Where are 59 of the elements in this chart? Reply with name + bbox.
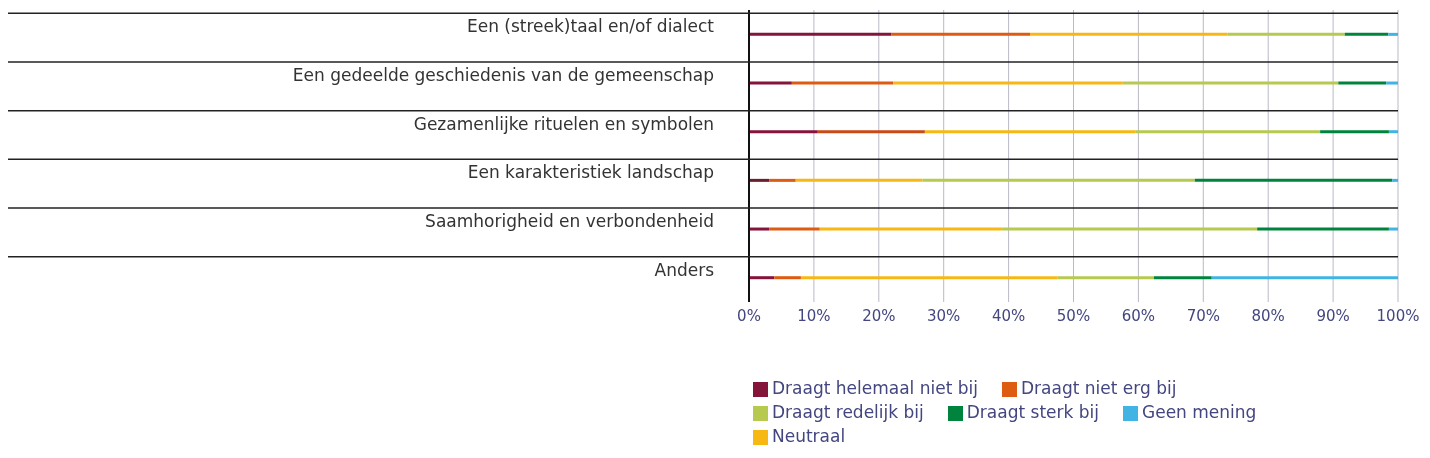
y-tick-label: Een karakteristiek landschap xyxy=(467,162,714,183)
y-tick-label: Een (streek)taal en/of dialect xyxy=(466,16,715,37)
x-tick-label: 10% xyxy=(797,306,831,325)
x-tick-label: 100% xyxy=(1376,306,1420,325)
bar xyxy=(1386,81,1398,85)
bar xyxy=(1388,227,1398,231)
x-tick-label: 80% xyxy=(1251,306,1285,325)
y-tick-label: Gezamenlijke rituelen en symbolen xyxy=(413,113,714,134)
x-tick-label: 90% xyxy=(1316,306,1350,325)
bar xyxy=(1344,32,1389,36)
bar xyxy=(1211,276,1398,280)
bar xyxy=(1135,130,1321,134)
bar xyxy=(1320,130,1389,134)
legend-label: Draagt redelijk bij xyxy=(772,402,924,422)
bar xyxy=(1388,130,1398,134)
bar xyxy=(1122,81,1339,85)
x-tick-label: 70% xyxy=(1186,306,1220,325)
bar xyxy=(922,178,1195,182)
bar xyxy=(800,276,1058,280)
bar xyxy=(749,81,792,85)
bar xyxy=(1227,32,1345,36)
y-tick-label: Anders xyxy=(654,259,715,280)
bar xyxy=(795,178,923,182)
x-tick-label: 60% xyxy=(1121,306,1156,325)
x-tick-label: 50% xyxy=(1056,306,1091,325)
bar xyxy=(891,32,1031,36)
x-tick-label: 20% xyxy=(862,306,896,325)
bar xyxy=(1194,178,1393,182)
bar xyxy=(1392,178,1398,182)
x-tick-label: 30% xyxy=(927,306,961,325)
bar xyxy=(819,227,1003,231)
bar xyxy=(924,130,1136,134)
bar xyxy=(749,227,770,231)
bar xyxy=(1388,32,1398,36)
bar xyxy=(1153,276,1212,280)
bar xyxy=(1257,227,1389,231)
bar xyxy=(749,178,770,182)
x-tick-label: 40% xyxy=(991,306,1026,325)
legend-label: Neutraal xyxy=(772,426,846,446)
x-tick-label: 0% xyxy=(737,306,761,325)
bar xyxy=(1030,32,1228,36)
bar xyxy=(769,178,796,182)
y-tick-label: Een gedeelde geschiedenis van de gemeenschap xyxy=(292,65,714,85)
bar xyxy=(1002,227,1258,231)
legend-label: Draagt sterk bij xyxy=(966,402,1099,422)
bar xyxy=(769,227,820,231)
bar xyxy=(749,32,892,36)
legend-label: Geen mening xyxy=(1142,402,1257,422)
bar xyxy=(893,81,1123,85)
bar xyxy=(817,130,925,134)
y-tick-label: Saamhorigheid en verbondenheid xyxy=(425,211,714,231)
bar xyxy=(791,81,894,85)
bar xyxy=(774,276,801,280)
bar xyxy=(1338,81,1387,85)
bar xyxy=(1057,276,1154,280)
legend-label: Draagt niet erg bij xyxy=(1020,378,1177,398)
bar xyxy=(749,276,775,280)
legend-label: Draagt helemaal niet bij xyxy=(772,378,978,398)
bar xyxy=(749,130,818,134)
